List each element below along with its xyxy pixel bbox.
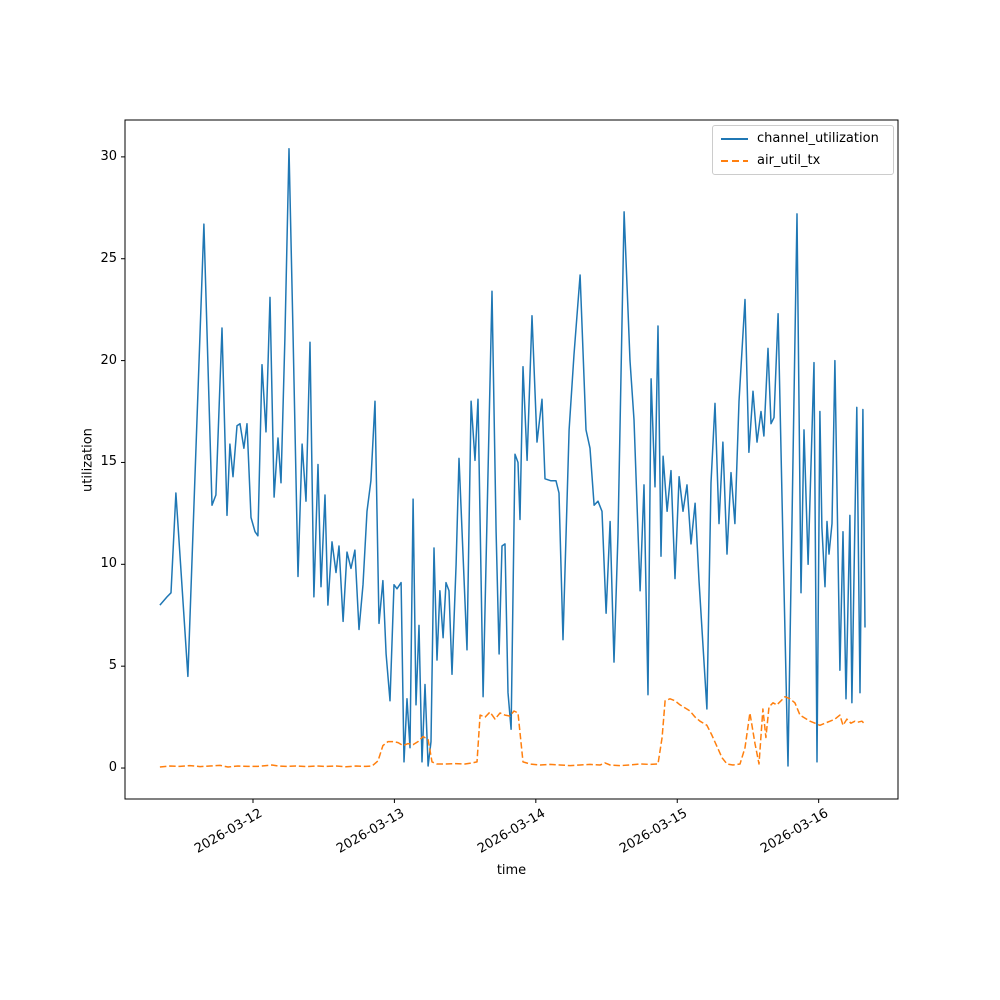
y-tick-label: 0 [108,760,117,776]
legend-label: air_util_tx [757,153,821,168]
legend: channel_utilization air_util_tx [712,125,894,175]
y-tick-label: 15 [100,454,117,470]
y-tick-label: 25 [100,250,117,266]
legend-entry-channel-utilization: channel_utilization [721,130,885,148]
y-axis-label: utilization [80,427,96,492]
x-axis-label: time [496,863,527,878]
series-air_util_tx [159,695,866,768]
y-tick-label: 10 [100,556,117,572]
legend-label: channel_utilization [757,131,879,146]
y-tick-label: 5 [108,658,117,674]
y-tick-label: 30 [100,148,117,164]
series-channel_utilization [159,147,866,767]
legend-line-sample-dashed [721,160,748,162]
legend-line-sample-solid [721,138,748,140]
axes-frame [124,119,899,800]
legend-entry-air-util-tx: air_util_tx [721,152,885,170]
y-tick-label: 20 [100,352,117,368]
